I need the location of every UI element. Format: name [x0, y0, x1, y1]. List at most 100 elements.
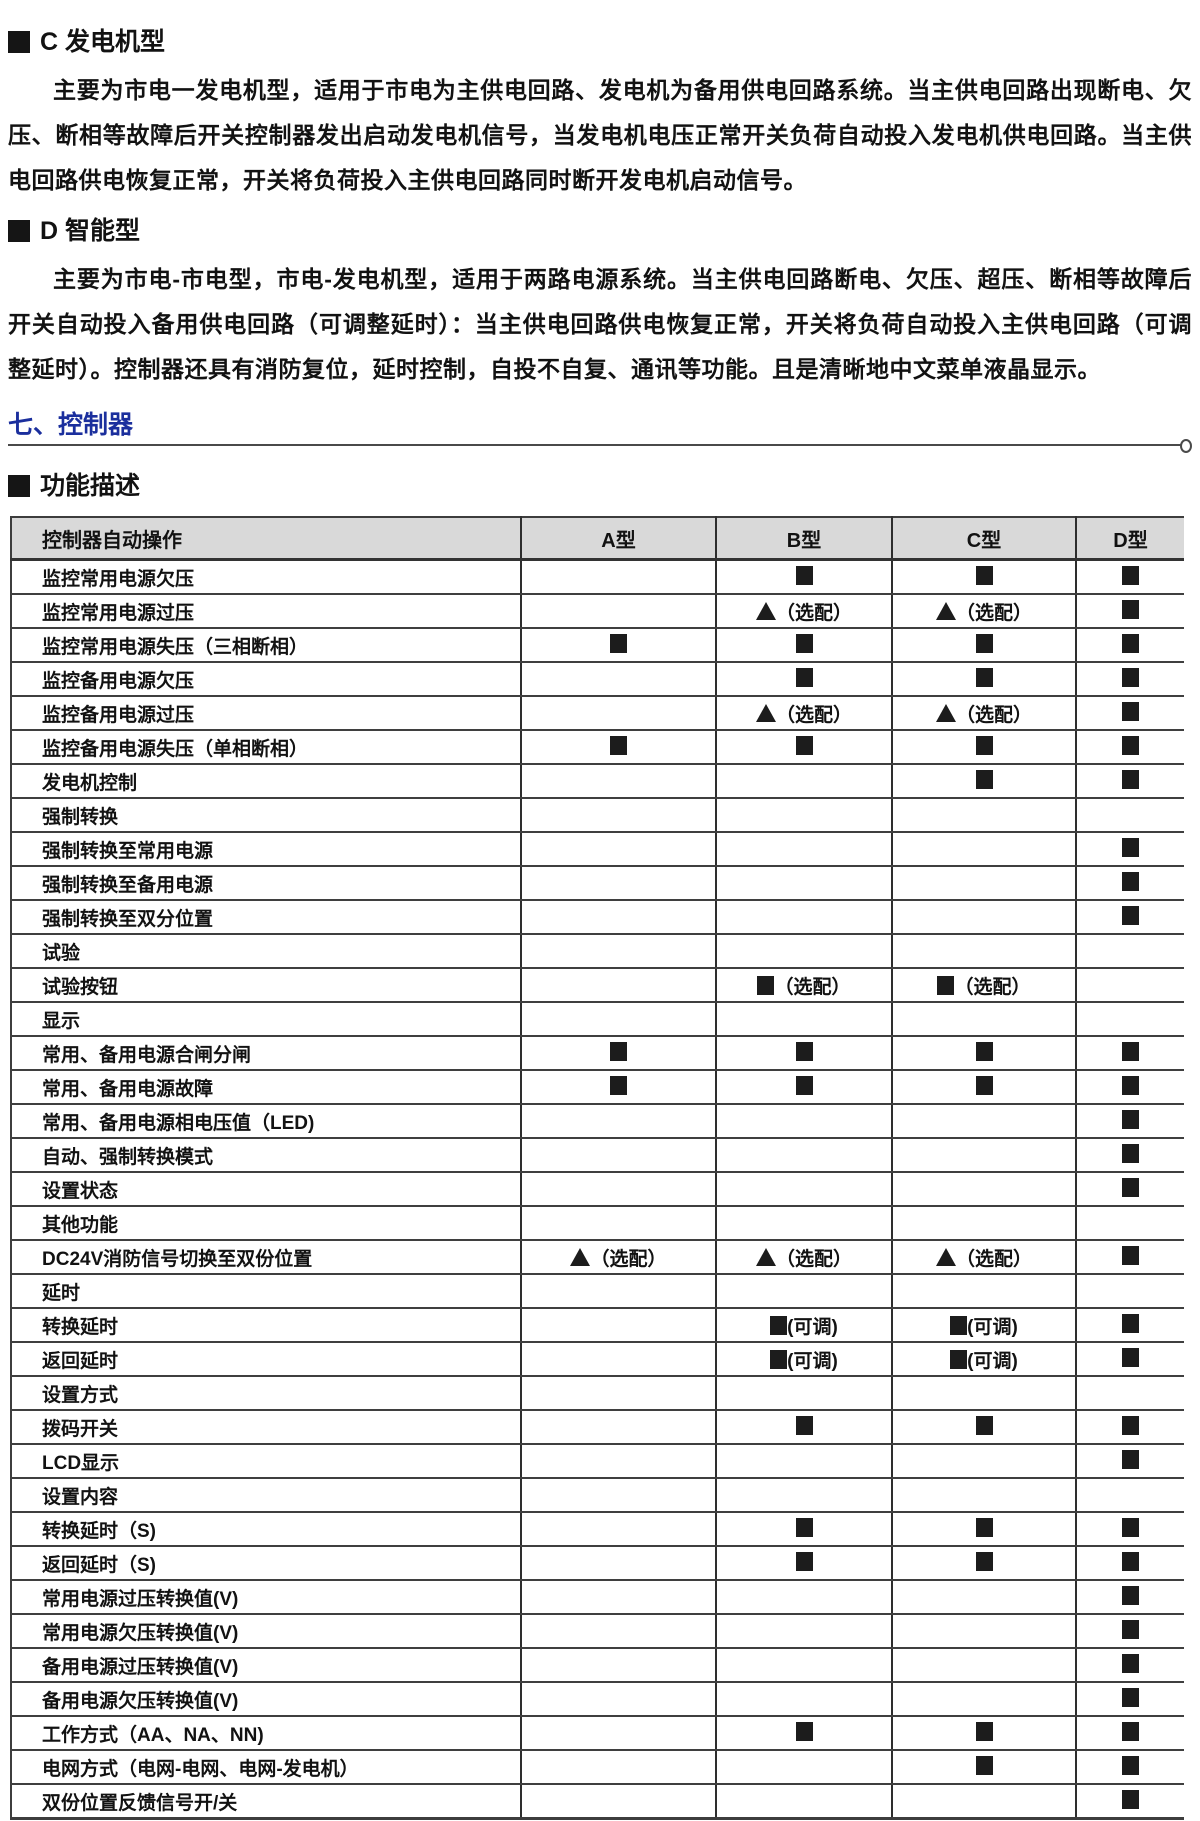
filled-square-icon: [1122, 1143, 1139, 1163]
support-cell: [1076, 1002, 1184, 1037]
filled-square-icon: [1122, 1755, 1139, 1775]
filled-square-icon: [1122, 735, 1139, 755]
support-cell: [1076, 1274, 1184, 1309]
row-label: 监控常用电源欠压: [11, 559, 522, 595]
row-label: 返回延时: [11, 1342, 522, 1377]
table-row: 常用、备用电源故障: [11, 1070, 1184, 1105]
table-row: 强制转换至双分位置: [11, 900, 1184, 935]
support-cell: [716, 1546, 893, 1581]
support-cell: [521, 1682, 717, 1717]
row-label: 试验: [11, 934, 522, 969]
support-cell: [521, 1036, 717, 1071]
table-row: 监控常用电源失压（三相断相）: [11, 628, 1184, 663]
filled-square-icon: [1122, 667, 1139, 687]
row-label: DC24V消防信号切换至双份位置: [11, 1240, 522, 1275]
support-cell: [892, 1070, 1077, 1105]
support-cell: [1076, 1070, 1184, 1105]
support-cell: [1076, 1036, 1184, 1071]
filled-square-icon: [1122, 1619, 1139, 1639]
row-label: 转换延时（S): [11, 1512, 522, 1547]
support-cell: [521, 1512, 717, 1547]
row-label: 监控常用电源失压（三相断相）: [11, 628, 522, 663]
support-cell: [521, 1274, 717, 1309]
support-cell: （选配）: [716, 696, 893, 731]
support-cell: [1076, 1410, 1184, 1445]
filled-square-icon: [795, 1517, 813, 1537]
support-cell: [1076, 1206, 1184, 1241]
support-cell: [521, 866, 717, 901]
table-row: 设置内容: [11, 1478, 1184, 1513]
support-cell: [716, 1376, 893, 1411]
support-cell: [521, 1580, 717, 1615]
support-cell: [521, 798, 717, 833]
table-row: 监控常用电源欠压: [11, 559, 1184, 595]
support-cell: （选配）: [892, 696, 1077, 731]
support-cell: [521, 1104, 717, 1139]
filled-square-icon: [1122, 1687, 1139, 1707]
filled-square-icon: [1122, 905, 1139, 925]
support-cell: [1076, 1172, 1184, 1207]
support-cell: [892, 1274, 1077, 1309]
support-cell: [521, 1784, 717, 1820]
support-cell: [1076, 1784, 1184, 1820]
support-cell: [716, 559, 893, 595]
support-cell: [892, 1376, 1077, 1411]
support-cell: [892, 1614, 1077, 1649]
triangle-icon: [935, 703, 956, 722]
table-row: 拨码开关: [11, 1410, 1184, 1445]
table-row: LCD显示: [11, 1444, 1184, 1479]
filled-square-icon: [975, 565, 993, 585]
function-table-header: 控制器自动操作 A型 B型 C型 D型: [11, 517, 1184, 561]
filled-square-icon: [795, 1415, 813, 1435]
support-cell: [892, 1716, 1077, 1751]
support-cell: (可调): [716, 1342, 893, 1377]
row-label: 常用、备用电源合闸分闸: [11, 1036, 522, 1071]
table-row: 监控备用电源过压 （选配） （选配）: [11, 696, 1184, 731]
section-bullet-icon: [8, 220, 30, 242]
table-row: 发电机控制: [11, 764, 1184, 799]
table-row: 常用、备用电源合闸分闸: [11, 1036, 1184, 1071]
support-cell: [521, 1342, 717, 1377]
support-cell: [716, 866, 893, 901]
filled-square-icon: [757, 975, 775, 995]
row-label: 试验按钮: [11, 968, 522, 1003]
row-label: 监控备用电源过压: [11, 696, 522, 731]
table-row: 电网方式（电网-电网、电网-发电机）: [11, 1750, 1184, 1785]
row-label: 备用电源过压转换值(V): [11, 1648, 522, 1683]
support-cell: [892, 900, 1077, 935]
support-cell: (可调): [892, 1342, 1077, 1377]
support-cell: [521, 1070, 717, 1105]
support-cell: [1076, 1444, 1184, 1479]
support-cell: [521, 968, 717, 1003]
filled-square-icon: [1122, 769, 1139, 789]
support-cell: [521, 764, 717, 799]
table-row: 强制转换: [11, 798, 1184, 833]
filled-square-icon: [975, 633, 993, 653]
support-cell: [1076, 1750, 1184, 1785]
filled-square-icon: [950, 1349, 968, 1369]
support-cell: [716, 1036, 893, 1071]
function-table: 控制器自动操作 A型 B型 C型 D型 监控常用电源欠压 监控常用电源过压 （选配）…: [10, 516, 1184, 1820]
filled-square-icon: [610, 1041, 627, 1061]
filled-square-icon: [610, 633, 627, 653]
support-cell: [716, 1070, 893, 1105]
column-header-operation: 控制器自动操作: [11, 517, 522, 561]
support-cell: [1076, 1240, 1184, 1275]
support-cell: [716, 1206, 893, 1241]
support-cell: [1076, 1580, 1184, 1615]
function-desc-heading: 功能描述: [8, 470, 1192, 502]
row-label: 拨码开关: [11, 1410, 522, 1445]
table-row: 其他功能: [11, 1206, 1184, 1241]
support-cell: [716, 730, 893, 765]
section-heading-d: D 智能型: [8, 215, 1192, 247]
support-cell: [892, 1410, 1077, 1445]
support-cell: [1076, 1342, 1184, 1377]
table-row: 转换延时（S): [11, 1512, 1184, 1547]
support-cell: [892, 934, 1077, 969]
support-cell: [716, 1444, 893, 1479]
filled-square-icon: [975, 1721, 993, 1741]
table-row: 强制转换至常用电源: [11, 832, 1184, 867]
support-cell: [892, 832, 1077, 867]
support-cell: [892, 1444, 1077, 1479]
row-label: 发电机控制: [11, 764, 522, 799]
